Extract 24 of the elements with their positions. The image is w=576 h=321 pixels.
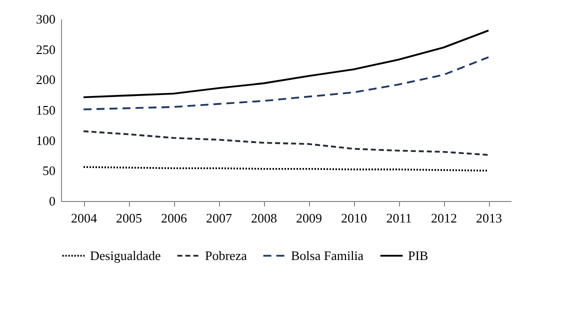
y-tick-label: 0 [49, 194, 56, 208]
x-tick-label: 2005 [116, 210, 142, 226]
x-tick-label: 2004 [71, 210, 98, 226]
line-series [82, 30, 490, 98]
x-tick-label: 2009 [296, 210, 322, 226]
y-tick-label: 200 [36, 72, 56, 88]
y-tick-label: 250 [36, 42, 56, 57]
line-series [82, 56, 490, 110]
x-tick-label: 2013 [476, 210, 502, 226]
y-tick-label: 300 [36, 12, 56, 26]
line-series [82, 130, 490, 156]
x-tick-label: 2010 [341, 210, 367, 226]
y-tick-label: 100 [36, 132, 56, 148]
x-tick-label: 2006 [161, 210, 188, 226]
y-tick-label: 150 [36, 102, 56, 118]
x-tick-label: 2012 [431, 210, 457, 226]
legend-label: PIB [408, 248, 429, 263]
x-tick-label: 2011 [386, 210, 412, 226]
legend-label: Pobreza [205, 248, 248, 263]
legend-label: Bolsa Familia [291, 248, 364, 263]
legend-label: Desigualdade [90, 248, 161, 263]
x-tick-label: 2008 [251, 210, 277, 226]
x-tick-label: 2007 [206, 210, 232, 226]
y-tick-label: 50 [42, 163, 56, 178]
